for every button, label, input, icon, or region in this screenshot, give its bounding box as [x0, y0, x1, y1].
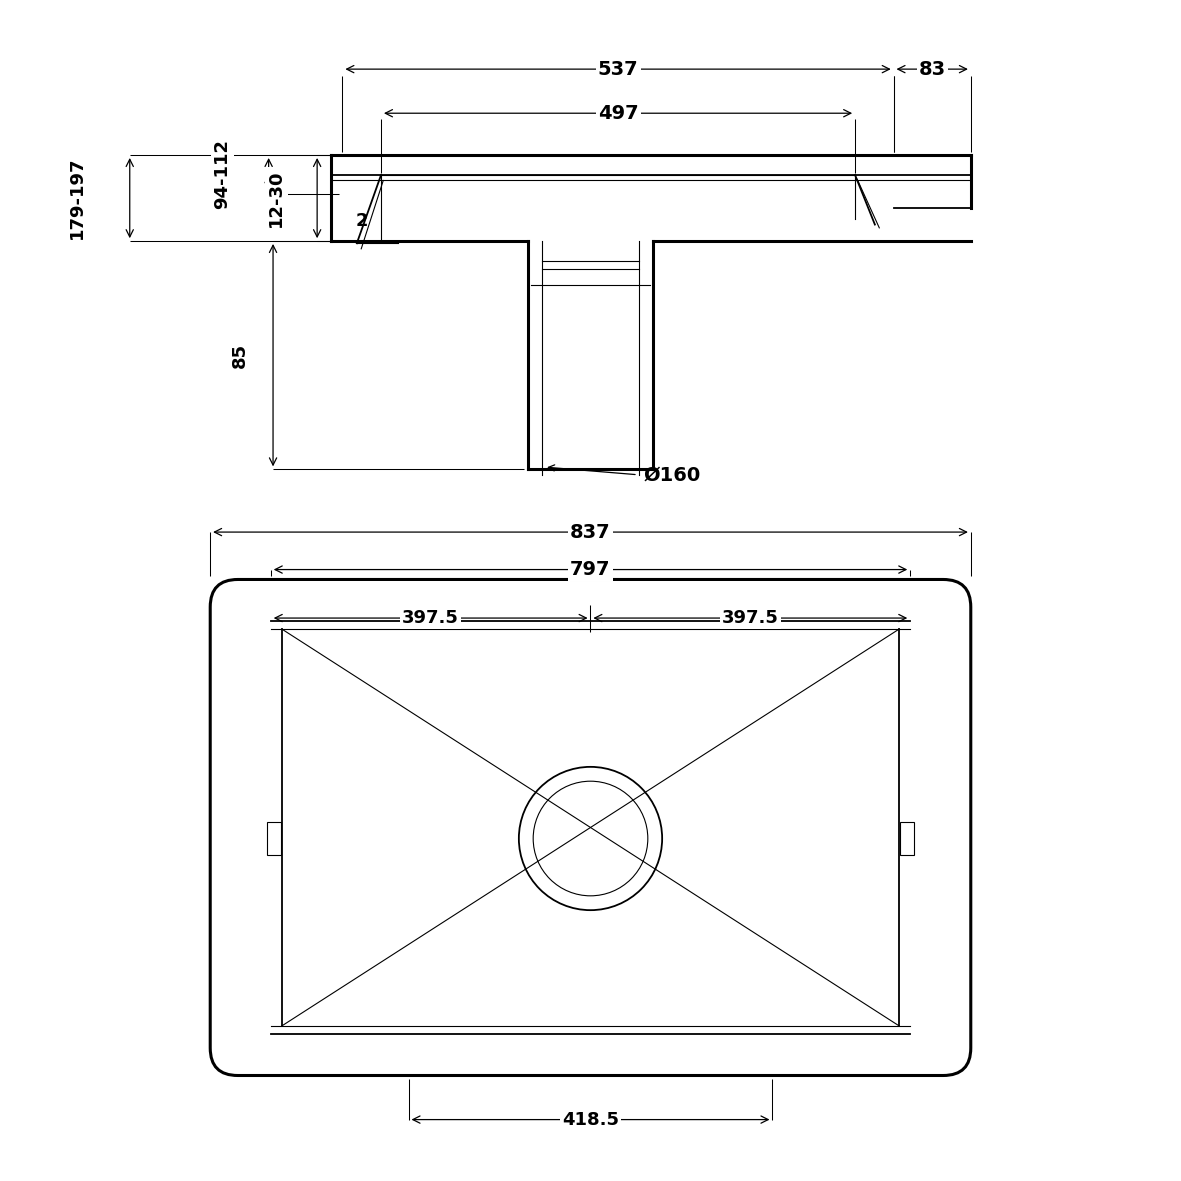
Text: 537: 537 [598, 59, 639, 79]
Text: 397.5: 397.5 [722, 609, 778, 627]
Text: 83: 83 [919, 59, 946, 79]
Text: 397.5: 397.5 [403, 609, 459, 627]
Bar [900, 822, 914, 855]
Text: 12-30: 12-30 [267, 169, 286, 227]
Text: 179-197: 179-197 [67, 157, 86, 240]
Bar [267, 822, 281, 855]
Text: 497: 497 [598, 104, 639, 123]
Text: 837: 837 [570, 522, 611, 542]
Text: Ø160: Ø160 [644, 465, 700, 484]
Text: 2: 2 [357, 213, 368, 230]
Text: 85: 85 [231, 342, 249, 367]
Text: 94-112: 94-112 [214, 139, 231, 209]
Text: 797: 797 [570, 560, 611, 579]
Text: 418.5: 418.5 [562, 1110, 619, 1129]
